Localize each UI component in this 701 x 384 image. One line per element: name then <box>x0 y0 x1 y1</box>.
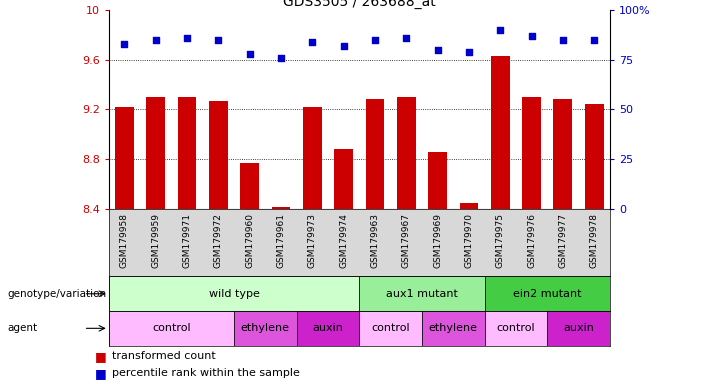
Title: GDS3505 / 263688_at: GDS3505 / 263688_at <box>283 0 435 8</box>
Text: GSM179963: GSM179963 <box>370 213 379 268</box>
Bar <box>484 311 547 346</box>
Text: ■: ■ <box>95 350 107 363</box>
Text: GSM179974: GSM179974 <box>339 213 348 268</box>
Bar <box>360 311 422 346</box>
Bar <box>397 97 416 209</box>
Point <box>432 46 443 53</box>
Text: auxin: auxin <box>563 323 594 333</box>
Text: GSM179961: GSM179961 <box>276 213 285 268</box>
Text: GSM179971: GSM179971 <box>182 213 191 268</box>
Bar <box>585 104 604 209</box>
Text: control: control <box>496 323 535 333</box>
Bar <box>234 311 297 346</box>
Bar <box>177 97 196 209</box>
Text: auxin: auxin <box>313 323 343 333</box>
Bar <box>209 101 228 209</box>
Bar <box>109 311 234 346</box>
Point <box>244 50 255 56</box>
Bar <box>240 163 259 209</box>
Bar <box>491 56 510 209</box>
Bar <box>271 207 290 209</box>
Text: aux1 mutant: aux1 mutant <box>386 289 458 299</box>
Point <box>338 43 349 49</box>
Point <box>495 26 506 33</box>
Point <box>306 38 318 45</box>
Text: GSM179975: GSM179975 <box>496 213 505 268</box>
Text: GSM179972: GSM179972 <box>214 213 223 268</box>
Point <box>182 35 193 41</box>
Text: GSM179977: GSM179977 <box>559 213 567 268</box>
Bar <box>303 107 322 209</box>
Text: ethylene: ethylene <box>429 323 478 333</box>
Text: GSM179978: GSM179978 <box>590 213 599 268</box>
Bar <box>365 99 384 209</box>
Bar <box>109 276 360 311</box>
Text: percentile rank within the sample: percentile rank within the sample <box>112 368 300 378</box>
Point <box>275 55 287 61</box>
Bar <box>115 107 134 209</box>
Text: GSM179960: GSM179960 <box>245 213 254 268</box>
Bar <box>422 311 484 346</box>
Bar <box>360 276 484 311</box>
Text: GSM179970: GSM179970 <box>464 213 473 268</box>
Text: transformed count: transformed count <box>112 351 216 361</box>
Bar <box>554 99 572 209</box>
Text: wild type: wild type <box>208 289 259 299</box>
Bar <box>522 97 541 209</box>
Text: ■: ■ <box>95 367 107 380</box>
Text: GSM179973: GSM179973 <box>308 213 317 268</box>
Text: GSM179958: GSM179958 <box>120 213 129 268</box>
Bar <box>547 311 610 346</box>
Point <box>401 35 412 41</box>
Text: GSM179969: GSM179969 <box>433 213 442 268</box>
Point <box>463 48 475 55</box>
Bar <box>460 203 478 209</box>
Text: ein2 mutant: ein2 mutant <box>513 289 581 299</box>
Point <box>557 36 569 43</box>
Point <box>589 36 600 43</box>
Point <box>118 40 130 46</box>
Text: GSM179967: GSM179967 <box>402 213 411 268</box>
Bar <box>428 152 447 209</box>
Text: control: control <box>152 323 191 333</box>
Text: GSM179976: GSM179976 <box>527 213 536 268</box>
Text: genotype/variation: genotype/variation <box>7 289 106 299</box>
Text: agent: agent <box>7 323 37 333</box>
Bar <box>484 276 610 311</box>
Text: control: control <box>372 323 410 333</box>
Point <box>150 36 161 43</box>
Point <box>212 36 224 43</box>
Bar <box>334 149 353 209</box>
Text: ethylene: ethylene <box>240 323 290 333</box>
Text: GSM179959: GSM179959 <box>151 213 160 268</box>
Point <box>526 33 537 39</box>
Bar <box>297 311 360 346</box>
Bar <box>147 97 165 209</box>
Point <box>369 36 381 43</box>
